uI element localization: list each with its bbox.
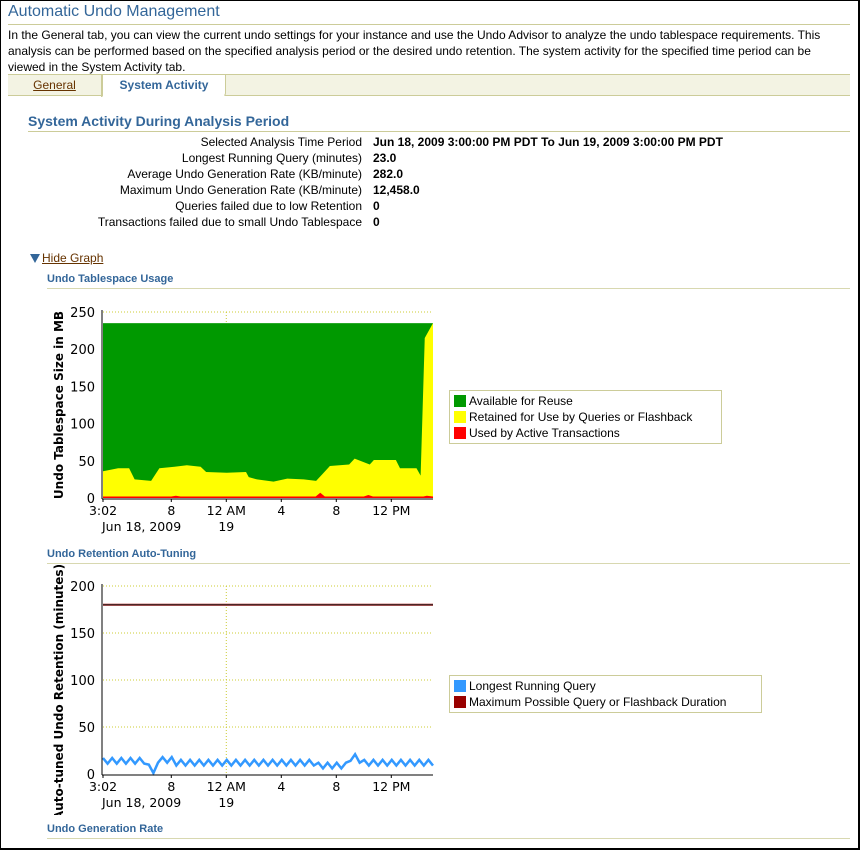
summary-row: Queries failed due to low Retention 0 [0, 199, 860, 215]
usage-subtitle: Undo Tablespace Usage [47, 273, 174, 285]
series-line-longest-query [102, 751, 434, 776]
usage-divider [47, 288, 850, 289]
section-title: System Activity During Analysis Period [28, 113, 290, 129]
legend-item: Available for Reuse [454, 393, 717, 409]
intro-text: In the General tab, you can view the cur… [8, 28, 821, 74]
x-tick-label: 12 AM [207, 779, 246, 794]
summary-label: Selected Analysis Time Period [200, 135, 362, 149]
x-tick-label: 12 PM [372, 779, 410, 794]
y-axis-label: Auto-tuned Undo Retention (minutes) [52, 565, 66, 815]
x-tick-sublabel: Jun 18, 2009 [101, 519, 181, 534]
legend-label: Retained for Use by Queries or Flashback [469, 410, 693, 424]
legend-item: Longest Running Query [454, 678, 757, 694]
legend-label: Maximum Possible Query or Flashback Dura… [469, 695, 727, 709]
summary-value: 0 [373, 215, 380, 229]
x-tick-label: 12 AM [207, 503, 246, 518]
legend-swatch-icon [454, 680, 466, 692]
legend-swatch-icon [454, 427, 466, 439]
summary-label: Queries failed due to low Retention [175, 199, 362, 213]
y-tick-label: 0 [87, 492, 95, 507]
y-tick-label: 50 [78, 455, 95, 470]
y-tick-label: 250 [70, 306, 95, 321]
retention-legend: Longest Running Query Maximum Possible Qu… [449, 675, 762, 713]
legend-swatch-icon [454, 411, 466, 423]
usage-legend: Available for Reuse Retained for Use by Q… [449, 390, 722, 444]
x-tick-label: 4 [277, 779, 285, 794]
area-retained [103, 323, 433, 498]
summary-row: Selected Analysis Time Period Jun 18, 200… [0, 135, 860, 151]
x-tick-label: 8 [167, 779, 175, 794]
summary-label: Maximum Undo Generation Rate (KB/minute) [119, 183, 362, 197]
y-tick-label: 150 [70, 627, 95, 642]
legend-label: Longest Running Query [469, 679, 596, 693]
section-divider [28, 131, 850, 132]
x-tick-sublabel: 19 [218, 795, 234, 810]
y-tick-label: 200 [70, 580, 95, 595]
legend-item: Retained for Use by Queries or Flashback [454, 409, 717, 425]
legend-item: Maximum Possible Query or Flashback Dura… [454, 694, 757, 710]
y-tick-label: 100 [70, 418, 95, 433]
summary-value: 12,458.0 [373, 183, 420, 197]
summary-label: Longest Running Query (minutes) [181, 151, 362, 165]
hide-graph-link[interactable]: Hide Graph [42, 251, 104, 265]
tab-system-activity[interactable]: System Activity [102, 74, 226, 97]
summary-label: Transactions failed due to small Undo Ta… [97, 215, 362, 229]
x-tick-label: 3:02 [89, 779, 117, 794]
generation-subtitle: Undo Generation Rate [47, 823, 164, 835]
y-tick-label: 200 [70, 343, 95, 358]
summary-value: Jun 18, 2009 3:00:00 PM PDT To Jun 19, 2… [373, 135, 723, 149]
x-tick-label: 3:02 [89, 503, 117, 518]
summary-row: Transactions failed due to small Undo Ta… [0, 215, 860, 231]
y-axis-label: Undo Tablespace Size in MB [52, 311, 66, 499]
legend-item: Used by Active Transactions [454, 425, 717, 441]
area-active [103, 492, 433, 498]
retention-divider [47, 563, 850, 564]
y-tick-label: 50 [78, 721, 95, 736]
y-tick-label: 100 [70, 674, 95, 689]
x-tick-sublabel: 19 [218, 519, 234, 534]
tab-bar: General System Activity [8, 74, 850, 97]
x-tick-label: 8 [332, 779, 340, 794]
x-tick-label: 8 [332, 503, 340, 518]
triangle-down-icon [30, 254, 40, 263]
x-tick-label: 4 [277, 503, 285, 518]
hide-graph-toggle[interactable]: Hide Graph [30, 251, 103, 265]
legend-swatch-icon [454, 395, 466, 407]
legend-swatch-icon [454, 696, 466, 708]
summary-value: 282.0 [373, 167, 404, 181]
legend-label: Used by Active Transactions [469, 426, 620, 440]
summary-row: Maximum Undo Generation Rate (KB/minute)… [0, 183, 860, 199]
retention-subtitle: Undo Retention Auto-Tuning [47, 548, 197, 560]
summary-value: 0 [373, 199, 380, 213]
summary-value: 23.0 [373, 151, 397, 165]
title-divider [8, 24, 850, 25]
tab-general[interactable]: General [8, 75, 102, 97]
legend-label: Available for Reuse [469, 394, 573, 408]
summary-row: Longest Running Query (minutes) 23.0 [0, 151, 860, 167]
y-tick-label: 150 [70, 380, 95, 395]
summary-label: Average Undo Generation Rate (KB/minute) [127, 167, 362, 181]
x-tick-label: 12 PM [372, 503, 410, 518]
generation-divider [47, 838, 850, 839]
summary-row: Average Undo Generation Rate (KB/minute)… [0, 167, 860, 183]
x-tick-label: 8 [167, 503, 175, 518]
page-title: Automatic Undo Management [8, 3, 220, 20]
x-tick-sublabel: Jun 18, 2009 [101, 795, 181, 810]
y-tick-label: 0 [87, 768, 95, 783]
